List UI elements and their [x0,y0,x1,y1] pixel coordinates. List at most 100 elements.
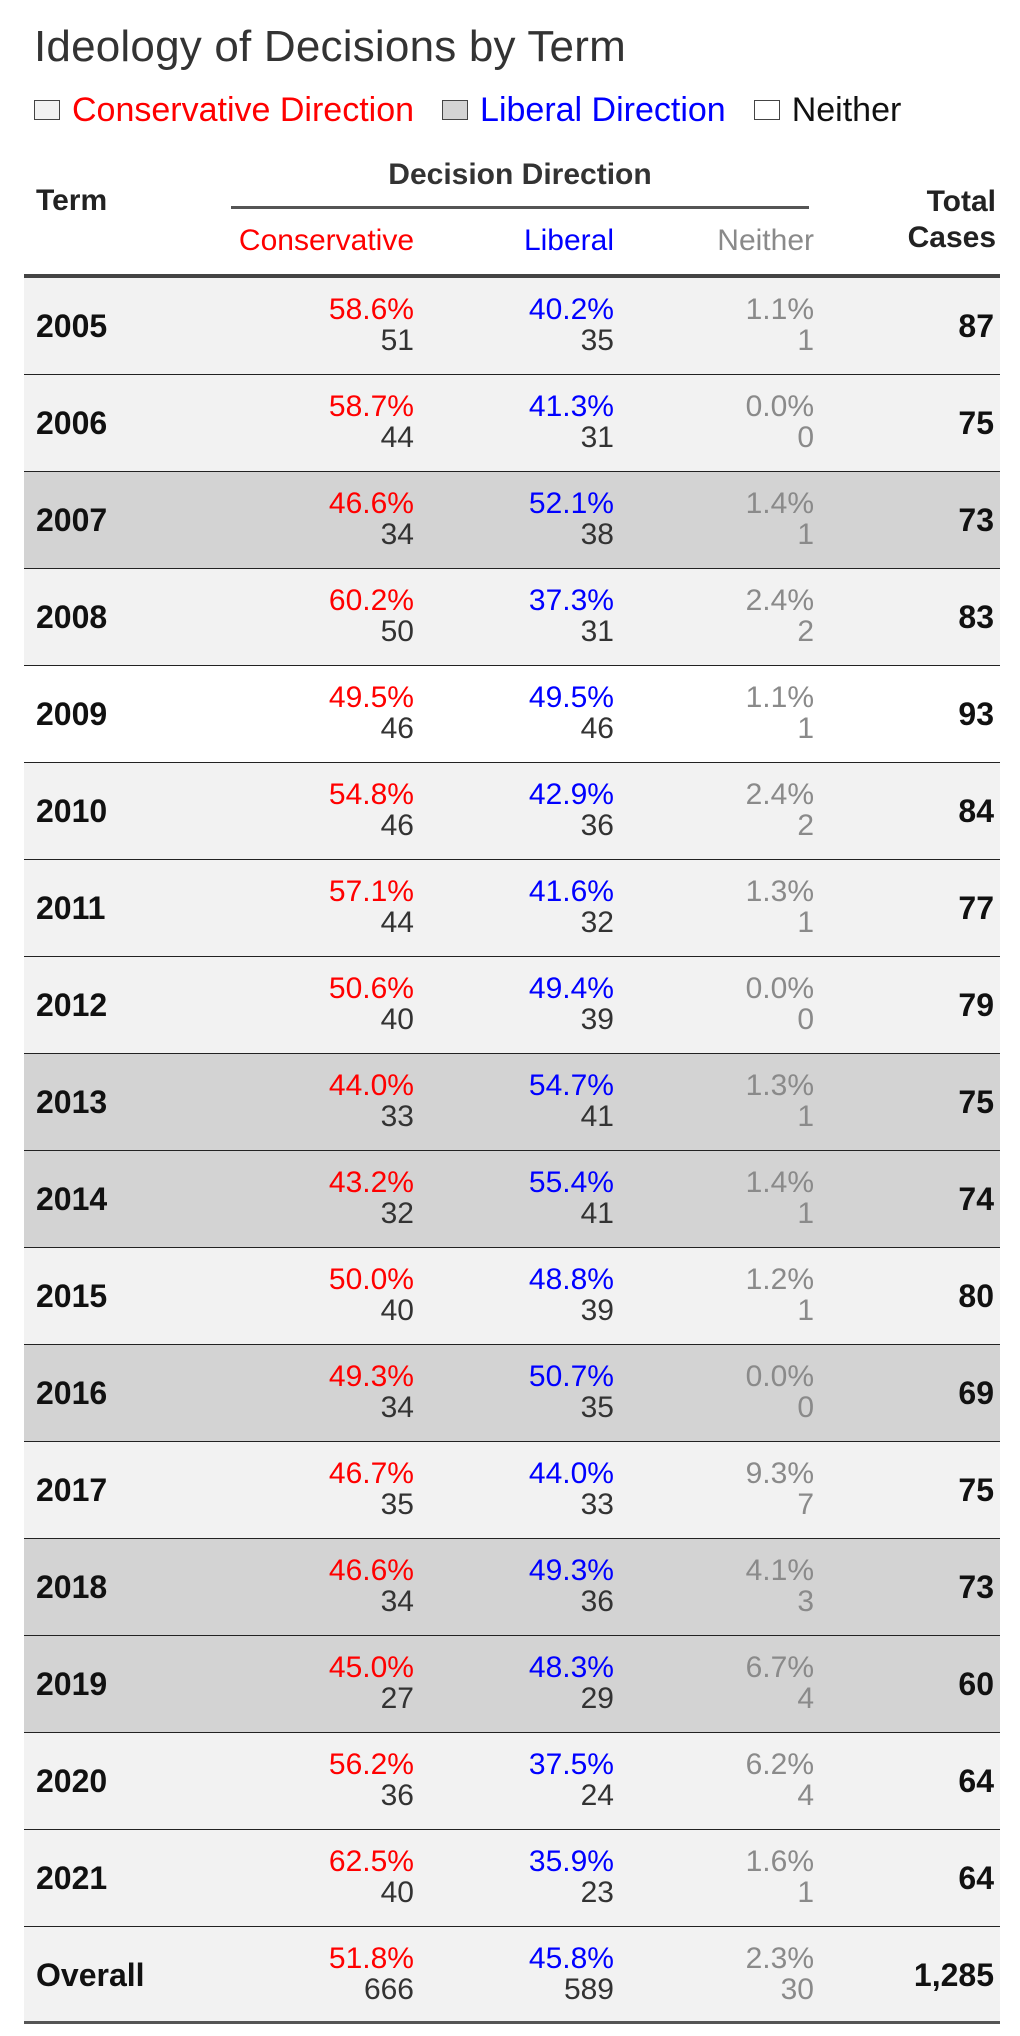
cell-conservative: 58.6% 51 [329,294,414,356]
liberal-pct: 50.7% [528,1360,614,1393]
conservative-count: 33 [380,1100,414,1133]
conservative-pct: 43.2% [328,1166,414,1199]
table-row: 2014 43.2% 32 55.4% 41 1.4% 1 74 [24,1151,1000,1248]
neither-count: 2 [797,809,814,842]
row-total-cases: 75 [958,1472,994,1508]
row-total-cases: 64 [958,1763,994,1799]
conservative-count: 44 [380,906,414,939]
table-header: Term Decision Direction Conservative Lib… [24,150,1000,274]
neither-count: 1 [797,518,814,551]
table-row: 2009 49.5% 46 49.5% 46 1.1% 1 93 [24,666,1000,763]
cell-conservative: 54.8% 46 [329,779,414,841]
neither-pct: 0.0% [745,390,814,423]
neither-pct: 6.2% [745,1748,814,1781]
cell-neither: 0.0% 0 [746,391,814,453]
liberal-count: 35 [580,1391,614,1424]
row-total-cases: 84 [958,793,994,829]
liberal-count: 31 [580,421,614,454]
cell-conservative: 49.5% 46 [329,682,414,744]
liberal-pct: 44.0% [528,1457,614,1490]
neither-pct: 6.7% [745,1651,814,1684]
row-term: 2021 [36,1860,108,1896]
cell-neither: 1.1% 1 [746,682,814,744]
neither-count: 3 [797,1585,814,1618]
neither-pct: 4.1% [745,1554,814,1587]
header-total-line1: Total [926,185,996,218]
table-row: 2015 50.0% 40 48.8% 39 1.2% 1 80 [24,1248,1000,1345]
legend-label: Conservative Direction [72,90,415,129]
row-term: Overall [36,1957,145,1993]
row-total-cases: 79 [958,987,994,1023]
conservative-count: 34 [380,1391,414,1424]
neither-count: 7 [797,1488,814,1521]
cell-liberal: 50.7% 35 [529,1361,614,1423]
conservative-pct: 60.2% [328,584,414,617]
row-total-cases: 73 [958,1569,994,1605]
cell-neither: 1.1% 1 [746,294,814,356]
row-term: 2019 [36,1666,108,1702]
cell-liberal: 37.3% 31 [529,585,614,647]
neither-count: 0 [797,1003,814,1036]
conservative-pct: 49.5% [328,681,414,714]
liberal-pct: 42.9% [528,778,614,811]
conservative-count: 27 [380,1682,414,1715]
row-term: 2017 [36,1472,108,1508]
row-term: 2015 [36,1278,108,1314]
row-total-cases: 64 [958,1860,994,1896]
neither-pct: 1.3% [745,875,814,908]
table-row: 2017 46.7% 35 44.0% 33 9.3% 7 75 [24,1442,1000,1539]
liberal-count: 31 [580,615,614,648]
header-total-line2: Cases [907,221,996,254]
row-term: 2020 [36,1763,108,1799]
cell-conservative: 45.0% 27 [329,1652,414,1714]
neither-pct: 1.1% [745,681,814,714]
table-row: 2020 56.2% 36 37.5% 24 6.2% 4 64 [24,1733,1000,1830]
table-row: 2013 44.0% 33 54.7% 41 1.3% 1 75 [24,1054,1000,1151]
conservative-pct: 50.6% [328,972,414,1005]
liberal-count: 32 [580,906,614,939]
conservative-pct: 44.0% [328,1069,414,1102]
neither-count: 1 [797,1294,814,1327]
conservative-pct: 46.6% [328,1554,414,1587]
liberal-count: 38 [580,518,614,551]
page-title: Ideology of Decisions by Term [34,22,626,71]
row-term: 2016 [36,1375,108,1411]
row-total-cases: 75 [958,1084,994,1120]
row-total-cases: 60 [958,1666,994,1702]
neither-pct: 9.3% [745,1457,814,1490]
neither-count: 1 [797,712,814,745]
row-total-cases: 77 [958,890,994,926]
conservative-count: 666 [363,1973,414,2006]
row-term: 2010 [36,793,108,829]
conservative-count: 46 [380,712,414,745]
cell-liberal: 49.5% 46 [529,682,614,744]
table-row: 2018 46.6% 34 49.3% 36 4.1% 3 73 [24,1539,1000,1636]
header-neither: Neither [717,224,814,257]
liberal-count: 29 [580,1682,614,1715]
neither-count: 1 [797,906,814,939]
conservative-count: 51 [380,324,414,357]
liberal-count: 35 [580,324,614,357]
liberal-pct: 37.5% [528,1748,614,1781]
table-row: 2010 54.8% 46 42.9% 36 2.4% 2 84 [24,763,1000,860]
conservative-pct: 51.8% [328,1942,414,1975]
cell-neither: 2.4% 2 [746,585,814,647]
row-term: 2018 [36,1569,108,1605]
liberal-count: 24 [580,1779,614,1812]
header-liberal: Liberal [523,224,614,257]
header-conservative: Conservative [238,224,414,257]
table-row: 2019 45.0% 27 48.3% 29 6.7% 4 60 [24,1636,1000,1733]
neither-pct: 1.6% [745,1845,814,1878]
row-total-cases: 69 [958,1375,994,1411]
legend-label: Liberal Direction [480,90,726,129]
conservative-pct: 58.7% [328,390,414,423]
row-total-cases: 74 [958,1181,994,1217]
cell-neither: 1.6% 1 [746,1846,814,1908]
cell-liberal: 48.3% 29 [529,1652,614,1714]
header-term: Term [36,184,108,217]
cell-neither: 1.3% 1 [746,876,814,938]
conservative-pct: 46.7% [328,1457,414,1490]
neither-pct: 1.2% [745,1263,814,1296]
conservative-count: 50 [380,615,414,648]
